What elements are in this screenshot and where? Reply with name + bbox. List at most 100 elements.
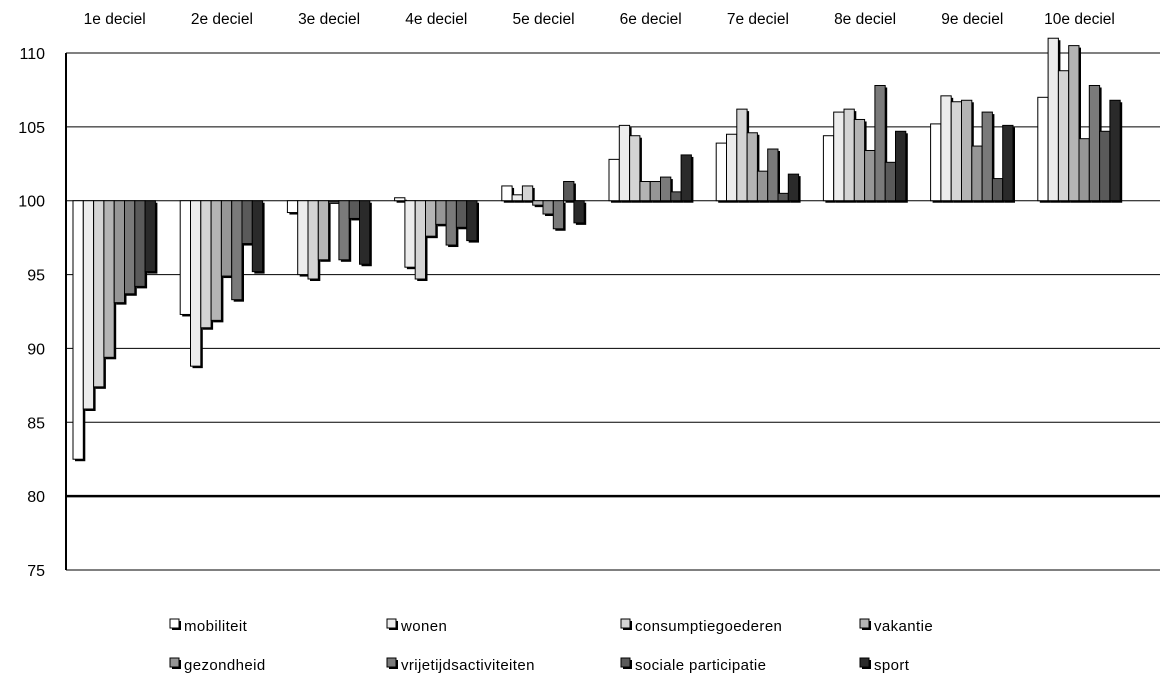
- legend-marker: [859, 618, 870, 629]
- category-labels: 1e deciel 2e deciel 3e deciel 4e deciel 5e d…: [84, 11, 1115, 28]
- legend-label: vrijetijdsactiviteiten: [401, 657, 535, 674]
- bar: [1078, 138, 1090, 202]
- bar: [649, 181, 662, 202]
- category-label: 9e deciel: [941, 11, 1003, 28]
- bar: [317, 200, 330, 261]
- bar: [466, 200, 478, 242]
- y-axis-tick-labels: 75 80 85 90 95 100 105 110: [18, 46, 45, 580]
- bar: [864, 149, 876, 202]
- category-label: 10e deciel: [1044, 11, 1115, 28]
- bar: [134, 200, 146, 287]
- bar: [435, 200, 447, 225]
- category-label: 7e deciel: [727, 11, 789, 28]
- bar: [200, 200, 212, 329]
- bar: [297, 200, 309, 276]
- bar: [1037, 96, 1049, 202]
- bar: [72, 200, 84, 460]
- bar: [307, 200, 319, 280]
- bar: [532, 200, 544, 206]
- bar: [542, 200, 554, 215]
- bar: [981, 111, 993, 202]
- y-tick-label: 75: [27, 563, 45, 580]
- bar: [338, 200, 350, 261]
- legend-marker: [386, 657, 397, 668]
- bar: [563, 181, 575, 202]
- bar: [736, 108, 748, 202]
- gridlines: [66, 52, 1160, 571]
- legend-marker: [169, 618, 180, 629]
- bar: [884, 161, 897, 202]
- bar: [639, 181, 651, 202]
- bar: [660, 176, 672, 202]
- y-tick-label: 105: [18, 120, 45, 137]
- bar: [573, 200, 585, 224]
- bar: [231, 200, 243, 301]
- bar: [455, 200, 468, 228]
- legend-label: sport: [874, 657, 910, 674]
- legend: mobiliteit wonen consumptiegoederen vakanti…: [169, 618, 933, 674]
- bar: [895, 130, 907, 202]
- bar: [680, 154, 692, 202]
- legend-label: wonen: [400, 618, 447, 635]
- bar: [210, 200, 222, 321]
- legend-label: gezondheid: [184, 657, 266, 674]
- bar: [501, 185, 513, 202]
- legend-label: consumptiegoederen: [635, 618, 782, 635]
- bar: [853, 118, 866, 202]
- category-label: 4e deciel: [405, 11, 467, 28]
- legend-marker: [386, 618, 397, 629]
- bar: [241, 200, 253, 245]
- legend-label: vakantie: [874, 618, 933, 635]
- bar: [767, 148, 779, 202]
- bar: [1068, 45, 1080, 202]
- bar: [286, 200, 299, 214]
- bar: [220, 200, 233, 277]
- y-tick-label: 85: [27, 415, 45, 432]
- bar: [179, 200, 191, 315]
- category-label: 5e deciel: [512, 11, 574, 28]
- legend-marker: [169, 657, 180, 668]
- legend-label: mobiliteit: [184, 618, 248, 635]
- bar: [991, 178, 1004, 202]
- bar: [756, 170, 769, 202]
- bar: [404, 200, 416, 268]
- bar: [190, 200, 202, 367]
- bar: [670, 191, 682, 202]
- bar: [629, 135, 641, 202]
- category-label: 2e deciel: [191, 11, 253, 28]
- bar: [618, 124, 631, 202]
- bar: [552, 200, 565, 230]
- y-tick-label: 100: [18, 194, 45, 211]
- bar: [726, 133, 738, 202]
- bar: [822, 135, 835, 202]
- bars: [72, 37, 1123, 462]
- bar: [511, 194, 523, 202]
- category-label: 1e deciel: [84, 11, 146, 28]
- bar: [445, 200, 457, 246]
- legend-marker: [620, 657, 631, 668]
- bar: [950, 101, 963, 202]
- bar: [777, 192, 789, 202]
- bar-shadow: [396, 199, 407, 203]
- bar: [1088, 84, 1101, 202]
- y-tick-label: 110: [19, 46, 45, 63]
- bar: [93, 200, 105, 388]
- legend-marker: [620, 618, 631, 629]
- bar: [961, 99, 973, 202]
- bar: [328, 200, 340, 203]
- y-tick-label: 95: [27, 268, 45, 285]
- bar: [1099, 130, 1111, 202]
- bar: [1109, 99, 1121, 202]
- y-tick-label: 90: [27, 341, 45, 358]
- bar: [359, 200, 371, 265]
- y-tick-label: 80: [27, 489, 45, 506]
- bar: [124, 200, 136, 295]
- bar: [746, 132, 758, 202]
- category-label: 8e deciel: [834, 11, 896, 28]
- bar: [1057, 70, 1070, 202]
- category-label: 3e deciel: [298, 11, 360, 28]
- bar: [930, 123, 942, 202]
- bar: [940, 95, 952, 202]
- bar: [521, 185, 534, 202]
